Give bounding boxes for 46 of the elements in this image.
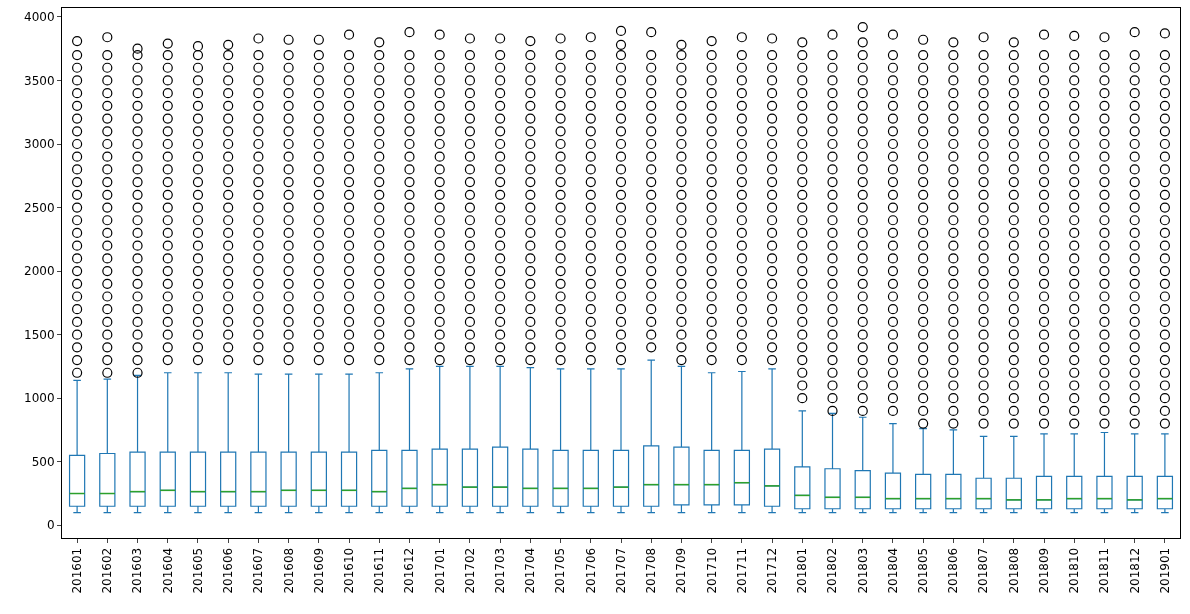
- x-tick-label: 201612: [402, 547, 417, 594]
- x-tick-label: 201803: [855, 547, 870, 594]
- x-tick-label: 201811: [1097, 547, 1112, 594]
- x-tick-label: 201707: [613, 547, 628, 594]
- x-tick-label: 201810: [1067, 547, 1082, 594]
- y-tick-label: 3500: [24, 73, 55, 88]
- x-tick-label: 201609: [311, 547, 326, 594]
- x-tick-label: 201601: [70, 547, 85, 594]
- x-tick-label: 201606: [221, 547, 236, 594]
- y-tick-label: 2500: [24, 200, 55, 215]
- x-tick-label: 201901: [1157, 547, 1172, 594]
- x-tick-label: 201802: [825, 547, 840, 594]
- y-tick-label: 500: [31, 454, 55, 469]
- y-tick-label: 1500: [24, 327, 55, 342]
- x-tick-label: 201808: [1006, 547, 1021, 594]
- x-tick-label: 201611: [372, 547, 387, 594]
- x-tick-label: 201708: [644, 547, 659, 594]
- x-tick-label: 201608: [281, 547, 296, 594]
- x-tick-label: 201809: [1036, 547, 1051, 594]
- x-tick-label: 201812: [1127, 547, 1142, 594]
- x-tick-label: 201806: [946, 547, 961, 594]
- x-tick-label: 201703: [493, 547, 508, 594]
- x-tick-label: 201711: [734, 547, 749, 594]
- y-tick-label: 1000: [24, 391, 55, 406]
- x-tick-label: 201610: [341, 547, 356, 594]
- x-tick-label: 201710: [704, 547, 719, 594]
- x-tick-label: 201701: [432, 547, 447, 594]
- y-tick-label: 2000: [24, 264, 55, 279]
- x-tick-label: 201607: [251, 547, 266, 594]
- x-tick-label: 201704: [523, 547, 538, 594]
- y-tick-label: 4000: [24, 10, 55, 25]
- x-tick-label: 201805: [916, 547, 931, 594]
- x-tick-label: 201804: [885, 547, 900, 594]
- y-tick-label: 0: [46, 518, 55, 533]
- x-tick-label: 201807: [976, 547, 991, 594]
- x-tick-label: 201605: [190, 547, 205, 594]
- x-tick-label: 201702: [462, 547, 477, 594]
- x-tick-label: 201603: [130, 547, 145, 594]
- x-tick-label: 201712: [764, 547, 779, 594]
- x-tick-label: 201602: [100, 547, 115, 594]
- y-tick-label: 3000: [24, 137, 55, 152]
- x-tick-label: 201706: [583, 547, 598, 594]
- x-tick-label: 201705: [553, 547, 568, 594]
- x-tick-label: 201801: [795, 547, 810, 594]
- x-tick-label: 201604: [160, 547, 175, 594]
- x-tick-label: 201709: [674, 547, 689, 594]
